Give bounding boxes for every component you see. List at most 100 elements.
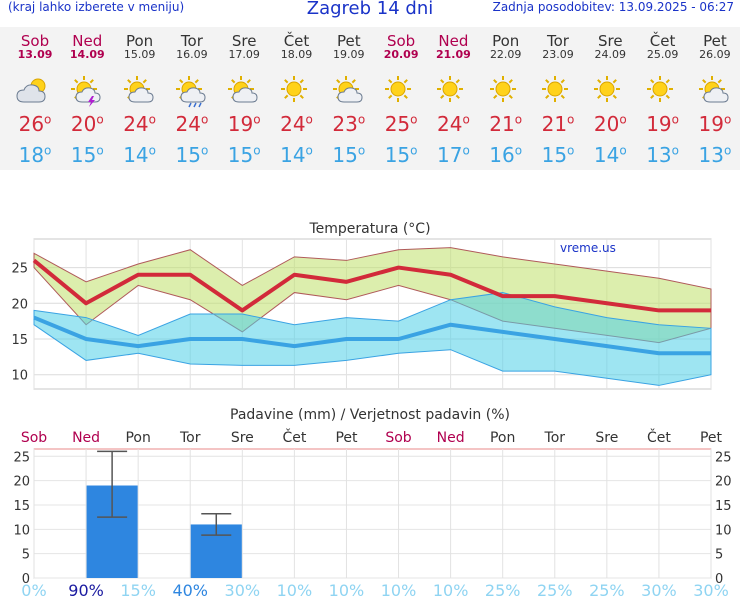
- x-tick-label: Pet: [335, 430, 358, 446]
- day-date: 14.09: [69, 48, 105, 61]
- y-tick-label-right: 10: [715, 523, 732, 538]
- x-tick-label: Čet: [647, 428, 671, 446]
- temp-max: 20o: [593, 112, 627, 136]
- day-date: 18.09: [280, 48, 313, 61]
- temp-min-value: 14: [593, 143, 620, 167]
- page-title: Zagreb 14 dni: [306, 0, 434, 19]
- temp-min-value: 15: [541, 143, 568, 167]
- rain-probability: 25%: [537, 581, 573, 600]
- temperature-chart-title: Temperatura (°C): [308, 221, 430, 237]
- temp-max-value: 24: [436, 112, 463, 136]
- day-name: Tor: [180, 32, 203, 50]
- temp-max: 23o: [332, 112, 366, 136]
- sun-cloud-icon: [115, 74, 165, 108]
- temp-min-value: 13: [646, 143, 672, 167]
- y-tick-label-right: 25: [715, 450, 732, 465]
- day-name: Sob: [20, 32, 50, 50]
- day-name: Ned: [72, 32, 103, 50]
- y-tick-label-right: 15: [715, 499, 732, 514]
- temp-min: 15o: [227, 143, 261, 167]
- temp-min: 14o: [123, 143, 156, 167]
- sun-icon: [533, 74, 583, 108]
- y-tick-label: 15: [13, 499, 30, 514]
- day-header: Pet 26.09: [690, 33, 740, 61]
- y-tick-label: 25: [11, 262, 28, 277]
- x-tick-label: Tor: [179, 430, 201, 446]
- day-header: Sob 13.09: [10, 33, 60, 61]
- day-header: Ned 21.09: [428, 33, 478, 61]
- day-header: Pon 15.09: [115, 33, 165, 61]
- temp-min: 13o: [698, 143, 732, 167]
- day-header: Pon 22.09: [481, 33, 531, 61]
- day-date: 17.09: [228, 48, 260, 61]
- day-header: Pet 19.09: [324, 33, 374, 61]
- rain-probability: 90%: [68, 581, 104, 600]
- temp-min-value: 16: [489, 143, 515, 167]
- y-tick-label: 20: [11, 297, 28, 312]
- y-tick-label-right: 20: [715, 475, 732, 490]
- temp-max: 25o: [384, 112, 418, 136]
- temp-min-value: 15: [384, 143, 411, 167]
- temp-max-value: 21: [489, 112, 515, 136]
- day-date: 20.09: [383, 48, 419, 61]
- temp-max: 19o: [227, 112, 261, 136]
- temperature-chart: 10 15 20 25 Temperatura (°C) vreme.us: [11, 221, 712, 390]
- temp-max: 24o: [175, 112, 209, 136]
- rain-probability: 0%: [21, 581, 46, 600]
- partly-cloudy-icon: [10, 74, 60, 108]
- temp-max: 19o: [698, 112, 732, 136]
- rain-probability: 30%: [693, 581, 729, 600]
- day-date: 22.09: [489, 48, 522, 61]
- rain-probability: 10%: [433, 581, 469, 600]
- temp-min-value: 14: [123, 143, 149, 167]
- temp-max: 21o: [541, 112, 575, 136]
- temp-max-value: 24: [280, 112, 306, 136]
- day-name: Ned: [438, 32, 469, 50]
- day-header: Sre 17.09: [219, 33, 269, 61]
- temp-min-value: 15: [175, 143, 201, 167]
- temp-min: 15o: [70, 143, 104, 167]
- day-date: 13.09: [17, 48, 53, 61]
- sun-cloud-icon: [324, 74, 374, 108]
- plot-area: [33, 448, 712, 579]
- temp-min: 15o: [175, 143, 209, 167]
- day-name: Sob: [386, 32, 416, 50]
- y-tick-label: 15: [11, 333, 28, 348]
- x-tick-label: Tor: [544, 430, 566, 446]
- x-tick-label: Sob: [385, 430, 411, 446]
- y-tick-label-right: 5: [715, 548, 723, 563]
- last-update: Zadnja posodobitev: 13.09.2025 - 06:27: [492, 0, 734, 14]
- sun-icon: [481, 74, 531, 108]
- temp-max: 21o: [489, 112, 523, 136]
- sun-icon: [638, 74, 688, 108]
- x-tick-label: Pon: [490, 430, 515, 446]
- temp-min: 15o: [541, 143, 575, 167]
- day-header: Sob 20.09: [376, 33, 426, 61]
- temp-min-value: 15: [70, 143, 97, 167]
- x-tick-label: Sre: [231, 430, 254, 446]
- temp-min-value: 17: [436, 143, 463, 167]
- x-tick-label: Sre: [595, 430, 618, 446]
- y-tick-label: 10: [11, 369, 28, 384]
- temp-min-value: 18: [18, 143, 45, 167]
- day-date: 19.09: [333, 48, 365, 61]
- temp-min: 16o: [489, 143, 523, 167]
- y-tick-label: 0: [22, 572, 30, 587]
- temp-max-value: 19: [227, 112, 254, 136]
- rain-probability: 30%: [225, 581, 261, 600]
- day-header: Tor 16.09: [167, 33, 217, 61]
- day-date: 15.09: [123, 48, 156, 61]
- temp-min-value: 15: [332, 143, 358, 167]
- temp-max: 19o: [646, 112, 679, 136]
- day-date: 21.09: [435, 48, 471, 61]
- temp-min-value: 15: [227, 143, 254, 167]
- y-tick-label: 20: [13, 475, 30, 490]
- x-tick-label: Pon: [125, 430, 150, 446]
- rain-probability: 10%: [277, 581, 313, 600]
- header-left-note[interactable]: (kraj lahko izberete v meniju): [8, 0, 185, 14]
- temp-min: 15o: [384, 143, 418, 167]
- temp-max-value: 20: [593, 112, 620, 136]
- forecast-band: [0, 27, 740, 170]
- sun-icon: [428, 74, 478, 108]
- rain-probability: 10%: [381, 581, 417, 600]
